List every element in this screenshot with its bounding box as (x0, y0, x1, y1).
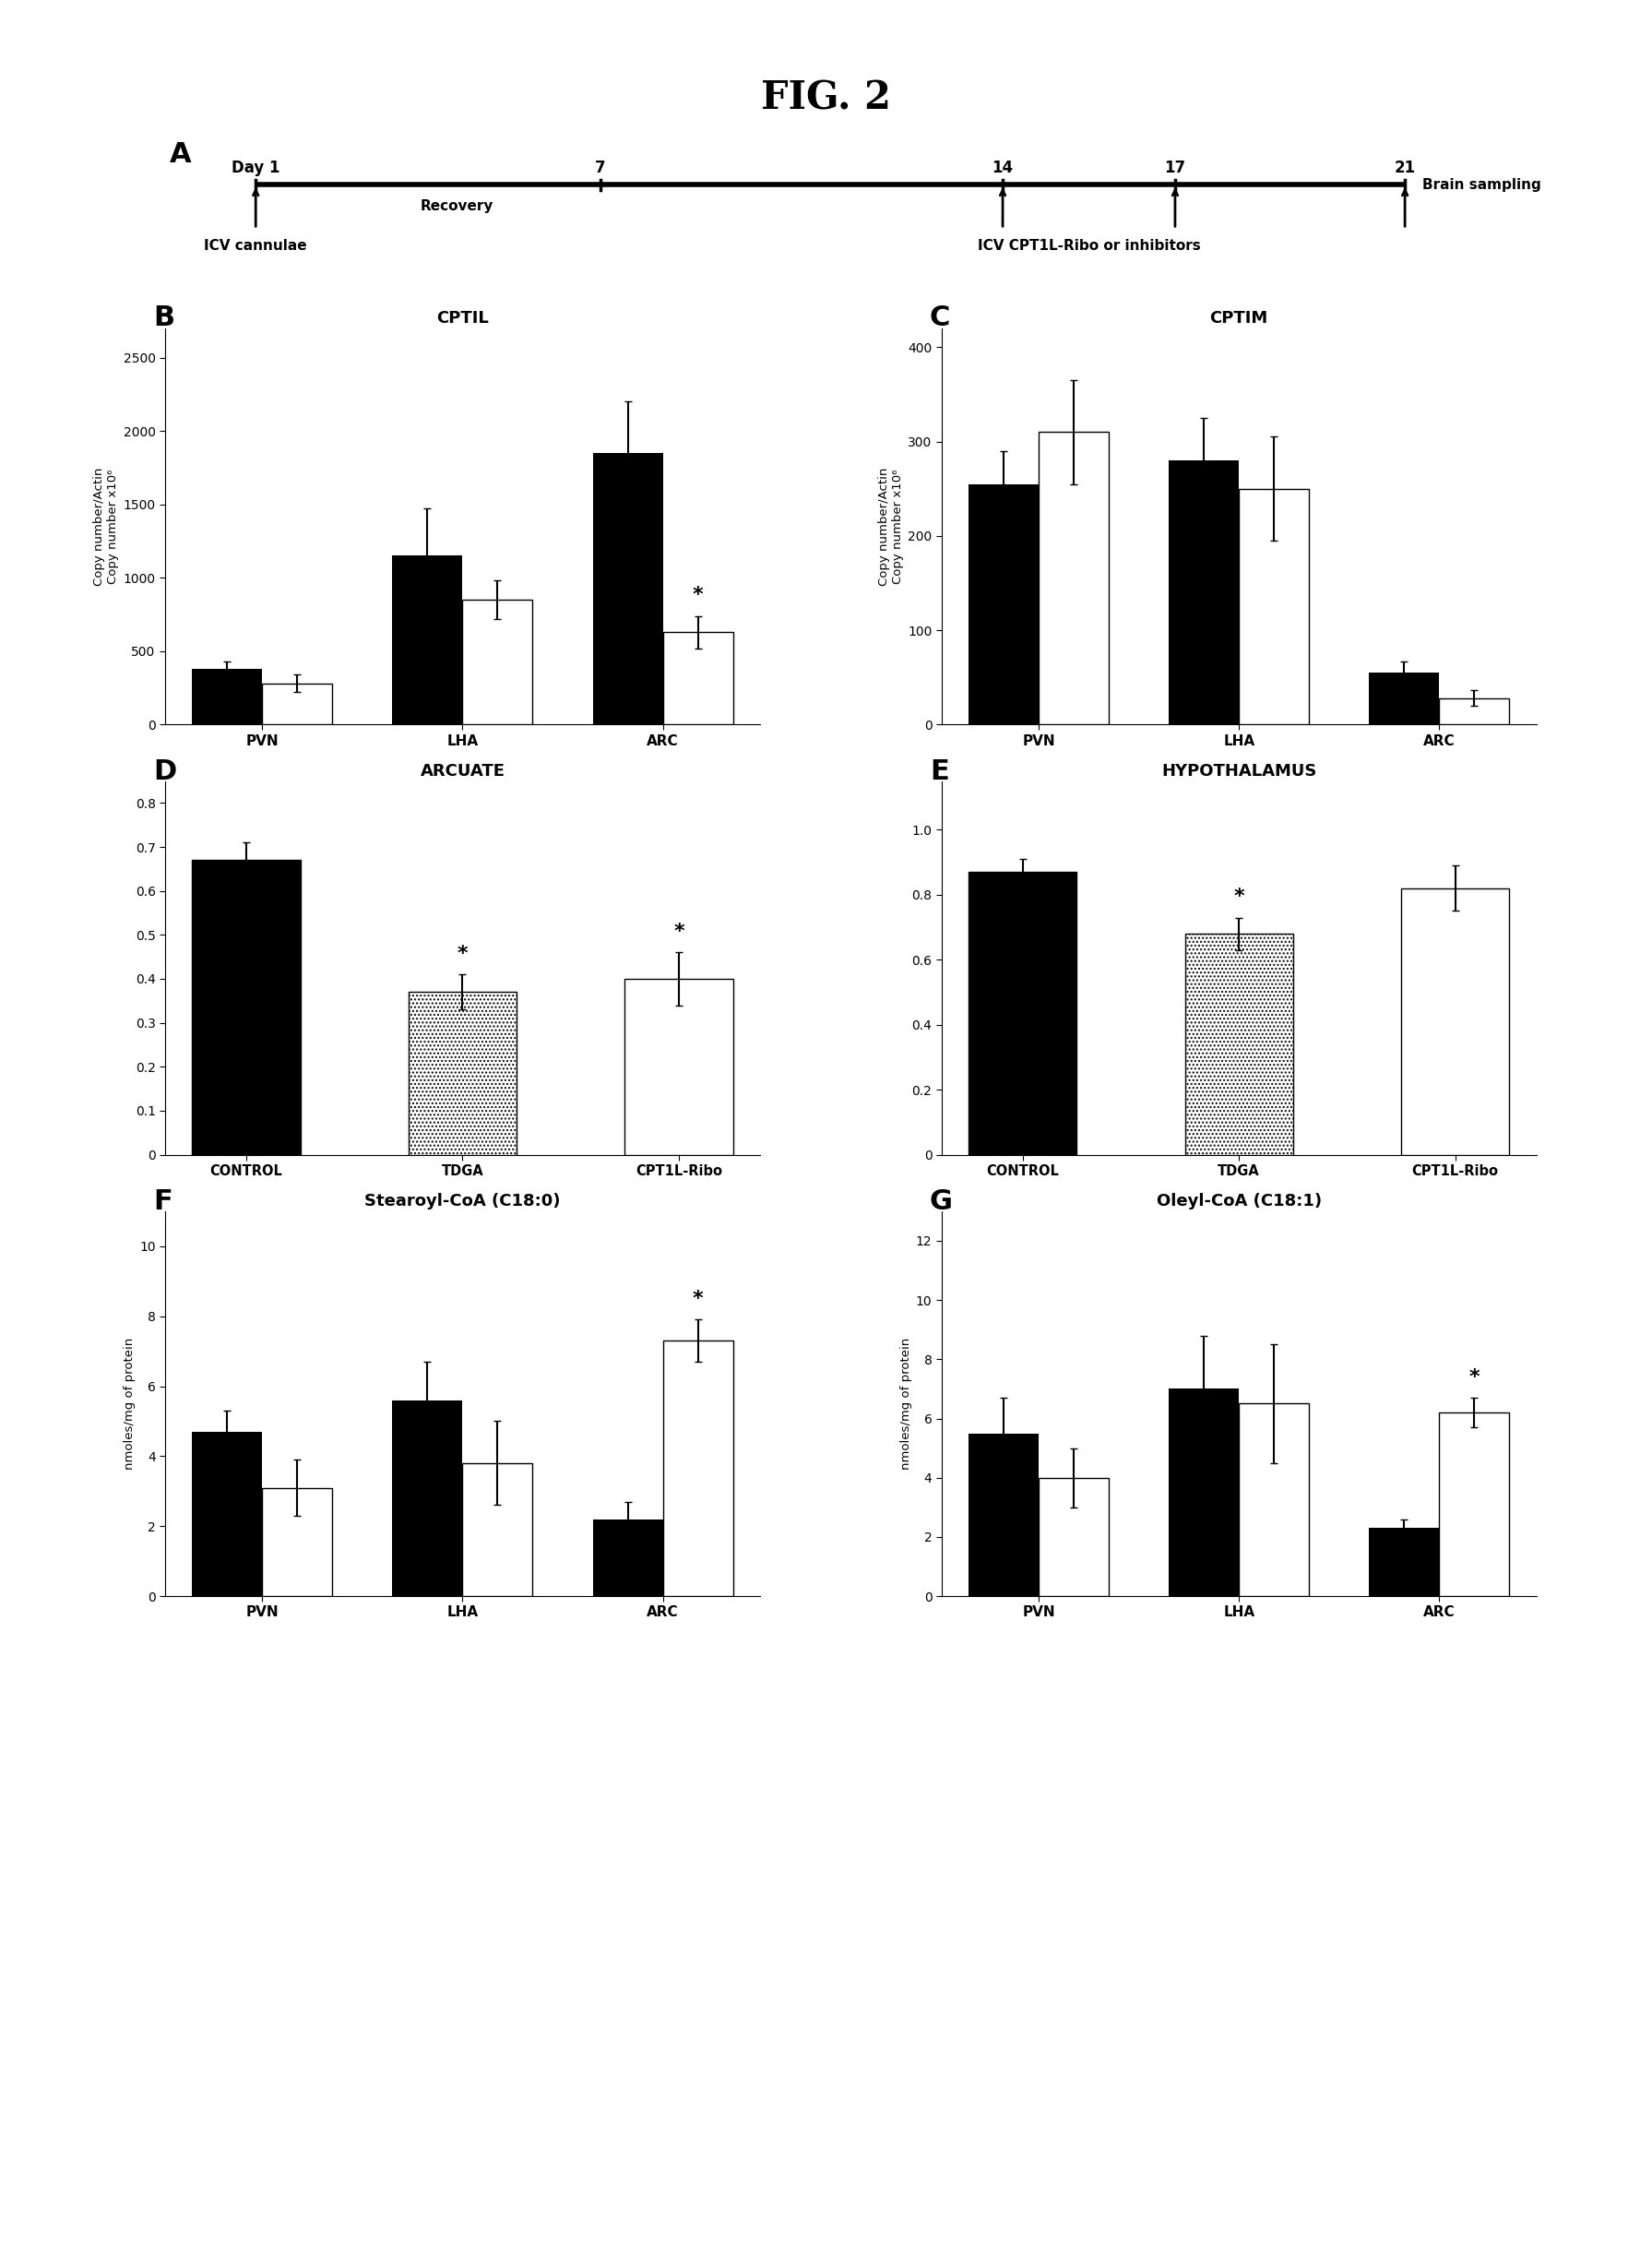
Bar (1439, 697, 1510, 724)
Title: CPTIM: CPTIM (1209, 310, 1269, 326)
Bar (463, 1463, 532, 1596)
Text: *: * (692, 586, 704, 604)
Text: FIG. 2: FIG. 2 (762, 79, 890, 118)
Text: B: B (154, 306, 175, 331)
Bar (408, 992, 517, 1155)
Text: *: * (458, 944, 468, 962)
Title: Stearoyl-CoA (C18:0): Stearoyl-CoA (C18:0) (365, 1193, 560, 1209)
Text: ICV CPT1L-Ribo or inhibitors: ICV CPT1L-Ribo or inhibitors (978, 240, 1201, 254)
Text: 17: 17 (1165, 161, 1186, 177)
Bar (1401, 887, 1510, 1155)
Bar (968, 1433, 1039, 1596)
Text: *: * (674, 924, 684, 942)
Text: E: E (930, 758, 948, 786)
Text: 7: 7 (595, 161, 606, 177)
Bar (393, 555, 463, 724)
Bar (1039, 432, 1108, 724)
Text: C: C (930, 306, 950, 331)
Text: ICV cannulae: ICV cannulae (205, 240, 307, 254)
Bar (263, 684, 332, 724)
Text: 21: 21 (1394, 161, 1416, 177)
Bar (593, 1519, 662, 1596)
Bar (263, 1487, 332, 1596)
Title: HYPOTHALAMUS: HYPOTHALAMUS (1161, 763, 1317, 779)
Title: ARCUATE: ARCUATE (420, 763, 506, 779)
Bar (1039, 1478, 1108, 1596)
Bar (1170, 1388, 1239, 1596)
Text: G: G (930, 1189, 953, 1216)
Bar (393, 1399, 463, 1596)
Text: Brain sampling: Brain sampling (1422, 179, 1541, 192)
Text: *: * (692, 1290, 704, 1309)
Bar (624, 978, 733, 1155)
Bar (662, 632, 733, 724)
Text: *: * (1469, 1367, 1480, 1386)
Text: D: D (154, 758, 177, 786)
Y-axis label: nmoles/mg of protein: nmoles/mg of protein (900, 1338, 912, 1469)
Y-axis label: Copy number/Actin
Copy number x10⁶: Copy number/Actin Copy number x10⁶ (877, 466, 904, 586)
Bar (1184, 933, 1294, 1155)
Title: CPTIL: CPTIL (436, 310, 489, 326)
Bar (1439, 1413, 1510, 1596)
Bar (1370, 1528, 1439, 1596)
Bar (192, 860, 301, 1155)
Bar (1170, 460, 1239, 724)
Text: 14: 14 (993, 161, 1013, 177)
Text: Day 1: Day 1 (231, 161, 279, 177)
Text: *: * (1234, 887, 1244, 906)
Y-axis label: nmoles/mg of protein: nmoles/mg of protein (124, 1338, 135, 1469)
Title: Oleyl-CoA (C18:1): Oleyl-CoA (C18:1) (1156, 1193, 1322, 1209)
Bar (1370, 672, 1439, 724)
Bar (968, 872, 1077, 1155)
Bar (192, 1431, 263, 1596)
Bar (192, 668, 263, 724)
Bar (1239, 489, 1308, 724)
Bar (1239, 1404, 1308, 1596)
Text: A: A (170, 140, 192, 168)
Bar (593, 453, 662, 724)
Text: Recovery: Recovery (420, 199, 494, 213)
Bar (968, 484, 1039, 724)
Text: F: F (154, 1189, 172, 1216)
Y-axis label: Copy number/Actin
Copy number x10⁶: Copy number/Actin Copy number x10⁶ (94, 466, 119, 586)
Bar (463, 600, 532, 724)
Bar (662, 1340, 733, 1596)
